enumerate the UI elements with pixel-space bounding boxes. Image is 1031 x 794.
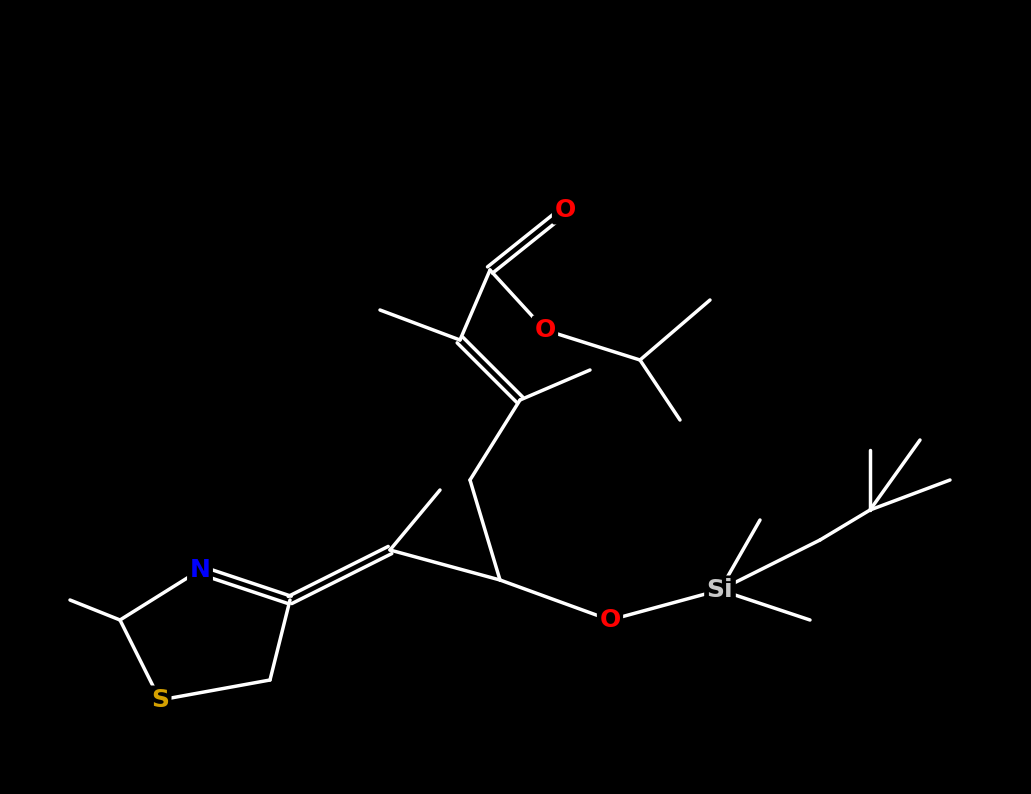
Text: Si: Si <box>706 578 733 602</box>
Text: O: O <box>599 608 621 632</box>
Text: S: S <box>151 688 169 712</box>
Text: N: N <box>190 558 210 582</box>
Text: O: O <box>555 198 575 222</box>
Text: O: O <box>534 318 556 342</box>
